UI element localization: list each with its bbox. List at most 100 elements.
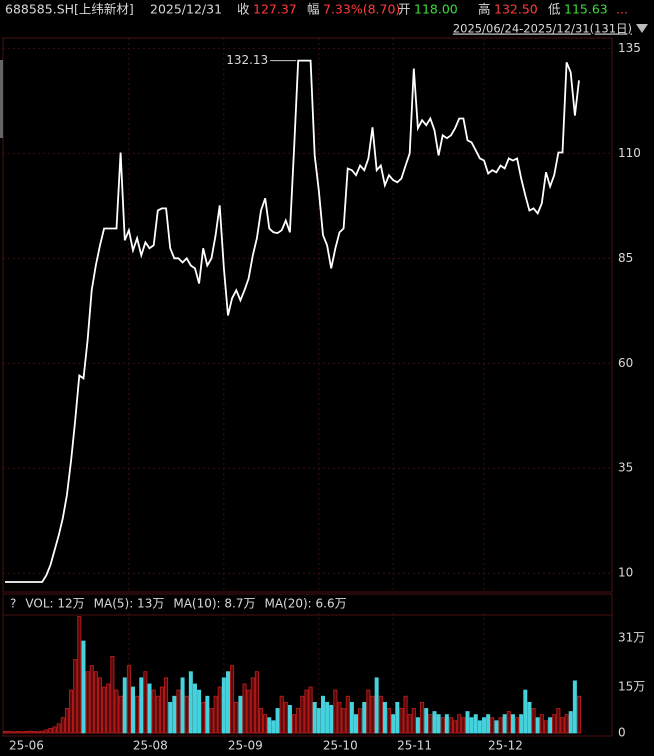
volume-bar: [89, 665, 94, 734]
volume-bar: [420, 701, 425, 734]
volume-bar: [114, 689, 119, 734]
volume-bar: [358, 708, 363, 734]
volume-bar: [15, 731, 20, 734]
low-value: 115.63: [564, 2, 608, 17]
volume-bar: [271, 720, 276, 734]
volume-bar: [424, 708, 429, 734]
volume-bar: [415, 717, 420, 734]
volume-bar: [498, 717, 503, 734]
volume-bar: [316, 708, 321, 734]
change-value: 7.33%(8.70): [323, 2, 400, 17]
volume-bar: [143, 671, 148, 734]
volume-bar: [527, 701, 532, 734]
volume-bar: [387, 708, 392, 734]
date-range[interactable]: 2025/06/24-2025/12/31(131日): [453, 22, 632, 36]
volume-bar: [246, 689, 251, 734]
volume-bar: [77, 616, 82, 734]
volume-bar: [69, 689, 74, 734]
volume-bar: [411, 708, 416, 734]
stock-code: 688585.SH[上纬新材]: [5, 2, 134, 17]
volume-bar: [320, 695, 325, 734]
volume-bar: [535, 717, 540, 734]
legend-item: MA(10): 8.7万: [173, 597, 255, 611]
volume-bar: [490, 717, 495, 734]
volume-bar: [201, 701, 206, 734]
volume-bar: [292, 714, 297, 734]
volume-bar: [122, 677, 127, 734]
y-tick-label: 35: [618, 461, 633, 475]
volume-bar: [197, 689, 202, 734]
volume-bar: [568, 711, 573, 734]
volume-bar: [85, 671, 90, 734]
volume-bar: [217, 686, 222, 734]
volume-bar: [399, 708, 404, 734]
legend-item: MA(20): 6.6万: [264, 597, 346, 611]
more: ...: [616, 2, 628, 17]
volume-bar: [515, 717, 520, 734]
volume-bar: [539, 714, 544, 734]
volume-bar: [64, 708, 69, 734]
volume-bar: [486, 714, 491, 734]
price-line: [5, 59, 580, 583]
volume-bar: [531, 708, 536, 734]
volume-bar: [110, 655, 115, 734]
y-tick-label: 85: [618, 251, 633, 265]
open-label: 开: [398, 2, 411, 17]
volume-bar: [164, 677, 169, 734]
y-tick-label: 0: [618, 726, 626, 740]
date: 2025/12/31: [150, 2, 222, 17]
volume-bar: [147, 683, 152, 734]
legend-item: VOL: 12万: [25, 597, 84, 611]
header: 688585.SH[上纬新材] 2025/12/31 收 127.37 幅 7.…: [5, 2, 648, 36]
volume-bar: [543, 720, 548, 734]
volume-bar: [428, 714, 433, 734]
volume-bar: [184, 695, 189, 734]
legend-item: MA(5): 13万: [94, 597, 165, 611]
price-frame: [2, 37, 613, 593]
volume-bar: [159, 686, 164, 734]
volume-bar: [448, 717, 453, 734]
volume-bar: [263, 714, 268, 734]
max-annotation: 132.13: [226, 53, 268, 67]
y-tick-label: 15万: [618, 680, 645, 694]
volume-bar: [221, 677, 226, 734]
volume-bar: [225, 671, 230, 734]
volume-bar: [506, 711, 511, 734]
volume-bar: [267, 717, 272, 734]
volume-bar: [11, 731, 16, 734]
x-tick-label: 25-10: [323, 739, 358, 753]
volume-bar: [31, 731, 36, 734]
volume-bar: [275, 708, 280, 734]
volume-bar: [102, 686, 107, 734]
volume-bar: [279, 695, 284, 734]
volume-bar: [93, 671, 98, 734]
open-value: 118.00: [414, 2, 458, 17]
range-dropdown[interactable]: [636, 24, 648, 33]
volume-bar: [97, 677, 102, 734]
volume-bar: [168, 701, 173, 734]
volume-bar: [494, 720, 499, 734]
volume-bar: [234, 701, 239, 734]
volume-bar: [482, 717, 487, 734]
volume-bar: [188, 671, 193, 734]
volume-bar: [407, 714, 412, 734]
volume-bar: [7, 731, 12, 734]
volume-bar: [403, 695, 408, 734]
volume-bar: [56, 723, 61, 734]
volume-bar: [205, 695, 210, 734]
y-tick-label: 10: [618, 566, 633, 580]
volume-bar: [349, 701, 354, 734]
volume-bar: [444, 714, 449, 734]
volume-bar: [432, 711, 437, 734]
x-tick-label: 25-09: [228, 739, 263, 753]
volume-bar: [192, 683, 197, 734]
volume-bar: [395, 701, 400, 734]
volume-bar: [52, 726, 57, 734]
volume-bar: [73, 659, 78, 734]
volume-bar: [560, 717, 565, 734]
volume-bar: [477, 720, 482, 734]
volume-bar: [325, 701, 330, 734]
volume-bar: [345, 695, 350, 734]
volume-bar: [3, 731, 8, 734]
